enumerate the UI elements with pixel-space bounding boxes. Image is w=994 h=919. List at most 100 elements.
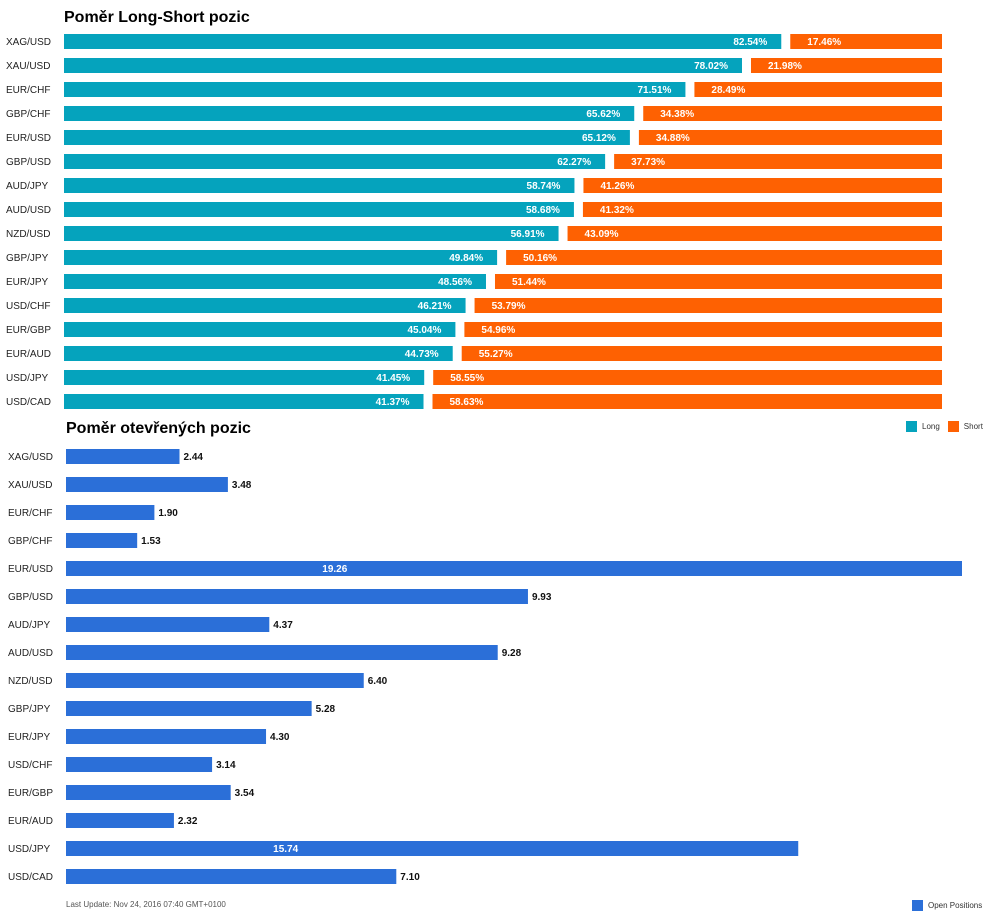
op-category-label-aud-jpy: AUD/JPY xyxy=(8,620,51,631)
ls-short-bar-eur-gbp xyxy=(464,322,942,337)
op-value-nzd-usd: 6.40 xyxy=(368,676,388,687)
op-bar-xag-usd xyxy=(66,449,180,464)
ls-short-value-usd-cad: 58.63% xyxy=(450,397,484,408)
ls-category-label-eur-jpy: EUR/JPY xyxy=(6,277,49,288)
op-value-gbp-jpy: 5.28 xyxy=(316,704,336,715)
ls-short-bar-gbp-jpy xyxy=(506,250,942,265)
ls-category-label-nzd-usd: NZD/USD xyxy=(6,229,50,240)
ls-long-bar-usd-jpy xyxy=(64,370,425,385)
legend-swatch-short xyxy=(947,421,959,432)
ls-short-value-eur-aud: 55.27% xyxy=(479,349,513,360)
op-bar-aud-jpy xyxy=(66,617,270,632)
op-value-eur-jpy: 4.30 xyxy=(270,732,290,743)
ls-short-value-xau-usd: 21.98% xyxy=(768,61,802,72)
op-category-label-gbp-chf: GBP/CHF xyxy=(8,536,52,547)
ls-category-label-gbp-usd: GBP/USD xyxy=(6,157,51,168)
op-bar-gbp-jpy xyxy=(66,701,312,716)
op-value-usd-jpy: 15.74 xyxy=(273,844,298,855)
ls-category-label-eur-gbp: EUR/GBP xyxy=(6,325,51,336)
open-positions-chart-title: Poměr otevřených pozic xyxy=(66,420,251,437)
ls-long-bar-xau-usd xyxy=(64,58,742,73)
ls-long-value-gbp-usd: 62.27% xyxy=(557,157,591,168)
op-category-label-gbp-jpy: GBP/JPY xyxy=(8,704,51,715)
ls-long-value-eur-jpy: 48.56% xyxy=(438,277,472,288)
op-bar-nzd-usd xyxy=(66,673,364,688)
op-bar-usd-jpy xyxy=(66,841,799,856)
ls-long-value-eur-usd: 65.12% xyxy=(582,133,616,144)
op-bar-eur-chf xyxy=(66,505,155,520)
op-category-label-xau-usd: XAU/USD xyxy=(8,480,52,491)
legend-label-short: Short xyxy=(963,422,983,431)
ls-category-label-usd-chf: USD/CHF xyxy=(6,301,50,312)
op-bar-eur-jpy xyxy=(66,729,267,744)
op-category-label-usd-chf: USD/CHF xyxy=(8,760,52,771)
ls-long-value-aud-jpy: 58.74% xyxy=(527,181,561,192)
ls-short-value-eur-jpy: 51.44% xyxy=(512,277,546,288)
ls-category-label-eur-chf: EUR/CHF xyxy=(6,85,50,96)
ls-short-value-nzd-usd: 43.09% xyxy=(585,229,619,240)
op-category-label-eur-chf: EUR/CHF xyxy=(8,508,52,519)
op-value-xag-usd: 2.44 xyxy=(184,452,204,463)
legend-swatch-open xyxy=(912,900,923,911)
ls-long-bar-eur-aud xyxy=(64,346,453,361)
op-bar-usd-chf xyxy=(66,757,213,772)
op-category-label-eur-gbp: EUR/GBP xyxy=(8,788,53,799)
ls-long-value-usd-cad: 41.37% xyxy=(376,397,410,408)
ls-short-bar-usd-chf xyxy=(474,298,942,313)
ls-short-bar-usd-cad xyxy=(432,394,942,409)
op-value-aud-jpy: 4.37 xyxy=(273,620,293,631)
ls-short-value-eur-gbp: 54.96% xyxy=(481,325,515,336)
ls-category-label-aud-jpy: AUD/JPY xyxy=(6,181,49,192)
ls-category-label-usd-jpy: USD/JPY xyxy=(6,373,49,384)
ls-category-label-eur-aud: EUR/AUD xyxy=(6,349,51,360)
ls-long-bar-eur-usd xyxy=(64,130,630,145)
long-short-legend: Long Short xyxy=(898,421,983,432)
ls-short-bar-aud-usd xyxy=(582,202,942,217)
ls-short-value-gbp-usd: 37.73% xyxy=(631,157,665,168)
ls-long-bar-aud-usd xyxy=(64,202,574,217)
ls-long-bar-gbp-usd xyxy=(64,154,606,169)
op-bar-gbp-chf xyxy=(66,533,138,548)
op-bar-gbp-usd xyxy=(66,589,528,604)
ls-long-value-xag-usd: 82.54% xyxy=(733,37,767,48)
ls-short-bar-eur-usd xyxy=(638,130,942,145)
op-value-eur-gbp: 3.54 xyxy=(235,788,255,799)
op-category-label-gbp-usd: GBP/USD xyxy=(8,592,53,603)
op-value-xau-usd: 3.48 xyxy=(232,480,252,491)
ls-short-bar-eur-aud xyxy=(461,346,942,361)
op-bar-usd-cad xyxy=(66,869,397,884)
ls-category-label-usd-cad: USD/CAD xyxy=(6,397,51,408)
op-category-label-usd-jpy: USD/JPY xyxy=(8,844,51,855)
op-bar-xau-usd xyxy=(66,477,228,492)
op-bar-eur-usd xyxy=(66,561,962,576)
ls-category-label-gbp-chf: GBP/CHF xyxy=(6,109,50,120)
op-bar-eur-gbp xyxy=(66,785,231,800)
ls-short-value-xag-usd: 17.46% xyxy=(807,37,841,48)
ls-long-value-gbp-jpy: 49.84% xyxy=(449,253,483,264)
ls-short-bar-eur-chf xyxy=(694,82,942,97)
ls-long-value-usd-chf: 46.21% xyxy=(418,301,452,312)
open-positions-legend: Open Positions xyxy=(904,900,982,911)
ls-long-bar-xag-usd xyxy=(64,34,782,49)
legend-item-long: Long xyxy=(906,421,940,432)
ls-long-value-eur-chf: 71.51% xyxy=(638,85,672,96)
ls-long-bar-nzd-usd xyxy=(64,226,559,241)
ls-long-bar-aud-jpy xyxy=(64,178,575,193)
op-value-eur-usd: 19.26 xyxy=(322,564,347,575)
ls-category-label-xag-usd: XAG/USD xyxy=(6,37,51,48)
ls-long-bar-gbp-chf xyxy=(64,106,635,121)
legend-label-long: Long xyxy=(922,422,940,431)
ls-short-value-usd-jpy: 58.55% xyxy=(450,373,484,384)
op-value-gbp-usd: 9.93 xyxy=(532,592,552,603)
ls-short-value-eur-usd: 34.88% xyxy=(656,133,690,144)
legend-label-open: Open Positions xyxy=(928,901,983,910)
op-value-usd-chf: 3.14 xyxy=(216,760,236,771)
op-category-label-nzd-usd: NZD/USD xyxy=(8,676,52,687)
ls-long-bar-usd-cad xyxy=(64,394,424,409)
ls-short-bar-xau-usd xyxy=(750,58,942,73)
ls-category-label-gbp-jpy: GBP/JPY xyxy=(6,253,49,264)
ls-long-bar-eur-jpy xyxy=(64,274,486,289)
ls-long-bar-eur-chf xyxy=(64,82,686,97)
